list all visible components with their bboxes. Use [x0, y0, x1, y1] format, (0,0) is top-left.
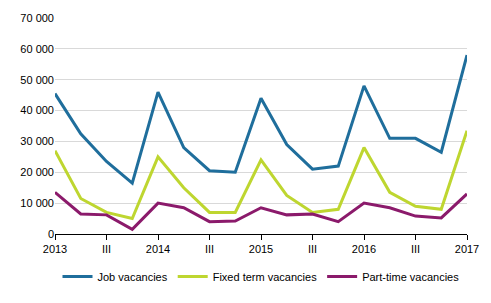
- svg-text:2015: 2015: [249, 243, 273, 255]
- svg-text:50 000: 50 000: [20, 74, 54, 86]
- svg-text:2016: 2016: [352, 243, 376, 255]
- svg-text:III: III: [308, 243, 317, 255]
- svg-text:III: III: [411, 243, 420, 255]
- svg-text:Job vacancies: Job vacancies: [98, 271, 168, 283]
- svg-text:III: III: [102, 243, 111, 255]
- svg-text:30 000: 30 000: [20, 135, 54, 147]
- svg-text:Part-time vacancies: Part-time vacancies: [362, 271, 459, 283]
- svg-text:70 000: 70 000: [20, 12, 54, 24]
- svg-text:III: III: [205, 243, 214, 255]
- svg-text:2017: 2017: [455, 243, 479, 255]
- svg-text:40 000: 40 000: [20, 104, 54, 116]
- svg-text:2014: 2014: [146, 243, 170, 255]
- svg-text:0: 0: [48, 228, 54, 240]
- svg-text:20 000: 20 000: [20, 166, 54, 178]
- svg-text:60 000: 60 000: [20, 43, 54, 55]
- svg-text:2013: 2013: [43, 243, 67, 255]
- svg-text:Fixed term vacancies: Fixed term vacancies: [213, 271, 317, 283]
- svg-text:10 000: 10 000: [20, 197, 54, 209]
